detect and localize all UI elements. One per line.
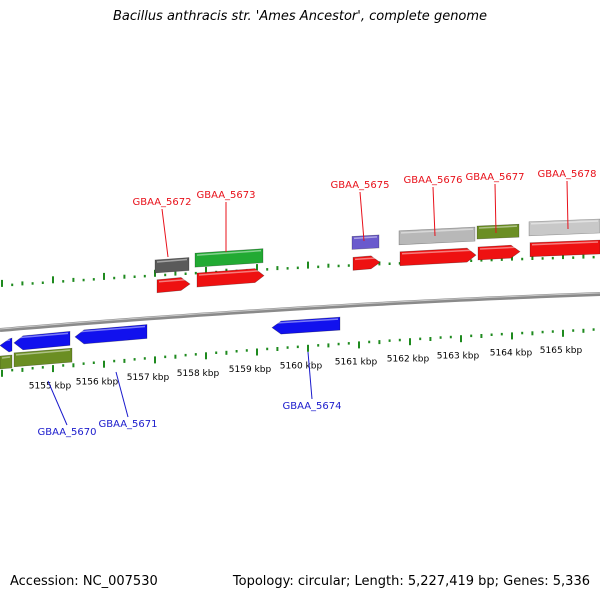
kbp-label: 5165 kbp bbox=[540, 346, 583, 356]
cds-forward-sheen bbox=[531, 241, 599, 246]
cds-reverse bbox=[0, 337, 13, 353]
kbp-label: 5156 kbp bbox=[76, 377, 119, 387]
gene-reverse bbox=[13, 347, 73, 368]
cds-reverse bbox=[74, 324, 148, 345]
gene-forward-sheen bbox=[156, 258, 188, 263]
cds-forward-sheen bbox=[401, 249, 475, 255]
gene-label-reverse: GBAA_5670 bbox=[37, 427, 96, 438]
cds-forward-sheen bbox=[198, 269, 263, 276]
gene-forward-sheen bbox=[530, 220, 599, 225]
cds-forward bbox=[196, 268, 265, 288]
gene-label-forward: GBAA_5672 bbox=[132, 197, 191, 208]
cds-forward-sheen bbox=[354, 257, 379, 261]
cds-reverse bbox=[13, 330, 71, 351]
cds-reverse bbox=[271, 316, 341, 335]
gene-label-leader bbox=[432, 186, 436, 237]
cds-forward-sheen bbox=[479, 246, 519, 250]
gene-forward bbox=[194, 248, 264, 268]
gene-label-reverse: GBAA_5674 bbox=[282, 401, 341, 412]
cds-reverse-sheen bbox=[273, 318, 339, 324]
gene-reverse-sheen bbox=[1, 356, 11, 359]
genome-backbone bbox=[0, 292, 600, 332]
map-title: Bacillus anthracis str. 'Ames Ancestor',… bbox=[112, 9, 488, 24]
gene-label-leader bbox=[47, 380, 68, 426]
kbp-label: 5157 kbp bbox=[127, 373, 170, 383]
gene-forward bbox=[476, 223, 520, 240]
gene-label-leader bbox=[307, 351, 313, 400]
gene-label-reverse: GBAA_5671 bbox=[98, 419, 157, 430]
gene-label-leader bbox=[566, 180, 569, 230]
gene-forward-sheen bbox=[400, 228, 474, 234]
cds-forward bbox=[352, 255, 381, 271]
gene-forward bbox=[351, 234, 380, 250]
cds-reverse-sheen bbox=[1, 339, 11, 342]
genome-backbone-highlight bbox=[0, 292, 600, 330]
gene-label-forward: GBAA_5678 bbox=[537, 169, 596, 180]
cds-reverse-sheen bbox=[15, 332, 69, 339]
kbp-label: 5158 kbp bbox=[177, 369, 220, 379]
gene-label-forward: GBAA_5673 bbox=[196, 190, 255, 201]
gene-label-forward: GBAA_5677 bbox=[465, 172, 524, 183]
accession-text: Accession: NC_007530 bbox=[10, 574, 158, 589]
gene-forward-sheen bbox=[196, 249, 262, 256]
kbp-label: 5159 kbp bbox=[229, 365, 272, 375]
cds-forward bbox=[529, 239, 600, 258]
gene-label-leader bbox=[359, 191, 365, 242]
kbp-label: 5163 kbp bbox=[437, 351, 480, 361]
cds-forward bbox=[477, 244, 521, 261]
kbp-label: 5160 kbp bbox=[280, 361, 323, 371]
cds-forward-sheen bbox=[158, 278, 189, 283]
cds-forward bbox=[399, 247, 477, 267]
gene-forward bbox=[398, 226, 476, 246]
cds-reverse-sheen bbox=[76, 325, 146, 333]
genome-summary-text: Topology: circular; Length: 5,227,419 bp… bbox=[232, 574, 590, 589]
gene-label-leader bbox=[494, 183, 497, 234]
gene-reverse-sheen bbox=[15, 349, 71, 356]
gene-forward-sheen bbox=[353, 236, 378, 240]
gene-forward bbox=[154, 257, 190, 274]
cds-forward bbox=[156, 277, 191, 294]
kbp-label: 5162 kbp bbox=[387, 354, 430, 364]
gene-label-forward: GBAA_5676 bbox=[403, 175, 462, 186]
gene-reverse bbox=[0, 354, 13, 370]
gene-label-forward: GBAA_5675 bbox=[330, 180, 389, 191]
kbp-label: 5164 kbp bbox=[490, 348, 533, 358]
gene-label-leader bbox=[115, 371, 129, 418]
kbp-label: 5161 kbp bbox=[335, 358, 378, 368]
gene-forward-sheen bbox=[478, 225, 518, 229]
gene-label-leader bbox=[161, 208, 169, 258]
gene-forward bbox=[528, 218, 600, 237]
